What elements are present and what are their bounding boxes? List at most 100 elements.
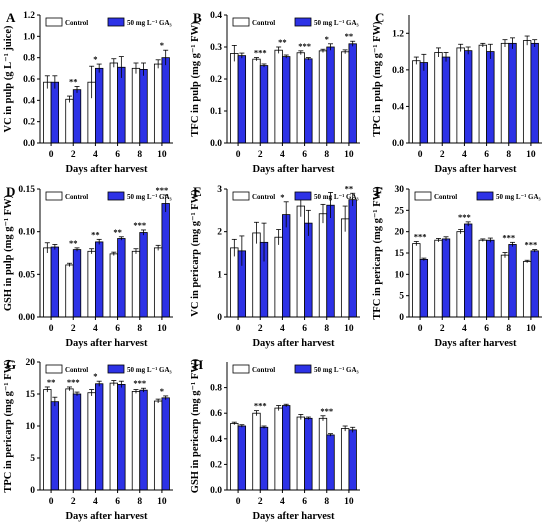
legend-swatch-control — [45, 17, 63, 27]
y-tick-label: 0.2 — [210, 75, 222, 85]
control-bar — [456, 231, 465, 318]
x-tick-label: 6 — [302, 324, 307, 334]
treatment-bar — [419, 62, 429, 144]
control-bar — [274, 236, 283, 318]
x-tick-label: 6 — [484, 324, 489, 334]
control-bar — [500, 42, 510, 144]
x-tick-label: 2 — [440, 150, 445, 160]
treatment-bar — [326, 204, 335, 318]
control-bar — [87, 392, 96, 491]
chart-panel-h: H *** *** 0.0 0.2 0.4 0.6 0.8 0 2 4 6 8 10 Days after … — [190, 357, 360, 522]
y-axis-title: TFC in pulp (mg g⁻¹ FW) — [190, 21, 201, 137]
legend-swatch-treatment — [476, 191, 494, 201]
significance-label: *** — [525, 240, 538, 250]
treatment-bar — [486, 51, 495, 144]
treatment-bar — [161, 397, 170, 491]
x-tick-label: 8 — [137, 324, 142, 334]
control-bar — [43, 81, 52, 144]
treatment-bar — [464, 50, 473, 144]
legend-label-treatment: 50 mg L⁻¹ GA₃ — [496, 193, 541, 201]
significance-label: *** — [133, 220, 146, 230]
y-tick-label: 30 — [395, 185, 405, 195]
y-tick-label: 0.2 — [23, 118, 35, 128]
y-tick-label: 0.4 — [23, 96, 35, 106]
chart-panel-c: C 0.0 0.4 0.8 1.2 0 2 4 6 8 10 Days after harvest TP… — [372, 10, 542, 175]
y-tick-label: 1 — [217, 270, 222, 280]
treatment-bar — [464, 223, 473, 318]
legend-label-control: Control — [65, 366, 88, 374]
treatment-bar — [304, 417, 313, 491]
x-tick-label: 10 — [344, 150, 354, 160]
legend-label-treatment: 50 mg L⁻¹ GA₃ — [127, 19, 172, 27]
treatment-bar — [259, 426, 269, 491]
y-tick-label: 0.8 — [392, 66, 404, 76]
y-axis-title: TPC in pericarp (mg g⁻¹ FW) — [3, 359, 14, 493]
treatment-bar — [304, 222, 313, 318]
legend-swatch-control — [45, 191, 63, 201]
x-axis-title: Days after harvest — [434, 338, 517, 349]
significance-label: * — [160, 40, 164, 50]
significance-label: *** — [298, 41, 311, 51]
x-tick-label: 4 — [93, 324, 98, 334]
control-bar — [153, 247, 163, 318]
y-tick-label: 0.3 — [210, 43, 222, 53]
x-tick-label: 2 — [258, 497, 263, 507]
legend-label-control: Control — [434, 193, 457, 201]
x-tick-label: 10 — [526, 324, 536, 334]
x-tick-label: 2 — [258, 324, 263, 334]
control-bar — [153, 400, 163, 491]
treatment-bar — [117, 66, 126, 144]
y-tick-label: 0.6 — [210, 409, 222, 419]
x-tick-label: 2 — [440, 324, 445, 334]
legend-label-treatment: 50 mg L⁻¹ GA₃ — [127, 193, 172, 201]
treatment-bar — [441, 238, 451, 318]
y-tick-label: 0.00 — [18, 313, 35, 323]
y-tick-label: 1.2 — [392, 29, 404, 39]
legend-swatch-treatment — [107, 191, 125, 201]
y-tick-label: 0.1 — [210, 107, 222, 117]
y-tick-label: 0.6 — [23, 75, 35, 85]
y-tick-label: 0.8 — [23, 54, 35, 64]
panel-letter: D — [6, 184, 15, 199]
legend-swatch-treatment — [294, 17, 312, 27]
control-bar — [252, 58, 261, 144]
x-tick-label: 4 — [462, 324, 467, 334]
y-tick-label: 15 — [26, 390, 36, 400]
treatment-bar — [530, 42, 539, 144]
panel-letter: B — [193, 10, 202, 25]
control-bar — [500, 254, 510, 318]
x-tick-label: 4 — [462, 150, 467, 160]
x-tick-label: 8 — [324, 150, 329, 160]
x-tick-label: 10 — [157, 497, 167, 507]
legend-swatch-treatment — [294, 364, 312, 374]
x-tick-label: 10 — [157, 324, 167, 334]
control-bar — [318, 417, 328, 491]
y-tick-label: 0.10 — [18, 228, 35, 238]
panel-letter: A — [6, 10, 16, 25]
control-bar — [296, 416, 305, 491]
legend-swatch-control — [232, 17, 250, 27]
y-tick-label: 0.0 — [210, 139, 222, 149]
control-bar — [456, 47, 465, 144]
x-tick-label: 6 — [484, 150, 489, 160]
x-tick-label: 6 — [302, 150, 307, 160]
control-bar — [296, 205, 305, 318]
legend-label-control: Control — [252, 19, 275, 27]
legend-swatch-control — [45, 364, 63, 374]
panel-letter: E — [193, 184, 202, 199]
significance-label: *** — [254, 401, 267, 411]
legend-label-treatment: 50 mg L⁻¹ GA₃ — [314, 193, 359, 201]
control-bar — [65, 98, 74, 144]
y-tick-label: 0.05 — [18, 270, 35, 280]
significance-label: * — [325, 34, 329, 44]
control-bar — [412, 60, 421, 144]
treatment-bar — [95, 241, 104, 318]
y-tick-label: 5 — [30, 454, 35, 464]
control-bar — [230, 53, 239, 144]
treatment-bar — [237, 425, 247, 491]
significance-label: * — [93, 54, 97, 64]
legend-swatch-treatment — [107, 17, 125, 27]
y-tick-label: 0.4 — [210, 11, 222, 21]
legend-label-treatment: 50 mg L⁻¹ GA₃ — [314, 19, 359, 27]
